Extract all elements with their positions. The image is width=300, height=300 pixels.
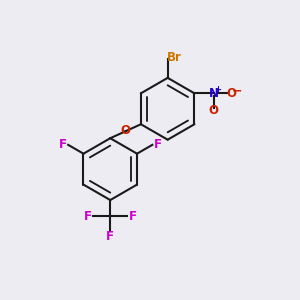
Text: N: N — [208, 87, 219, 100]
Text: F: F — [59, 138, 67, 151]
Text: O: O — [208, 104, 219, 118]
Text: −: − — [231, 85, 242, 98]
Text: F: F — [154, 138, 162, 151]
Text: +: + — [214, 85, 221, 94]
Text: F: F — [106, 230, 114, 243]
Text: F: F — [84, 210, 92, 223]
Text: Br: Br — [167, 51, 182, 64]
Text: O: O — [226, 87, 236, 100]
Text: O: O — [121, 124, 130, 137]
Text: F: F — [129, 210, 136, 223]
